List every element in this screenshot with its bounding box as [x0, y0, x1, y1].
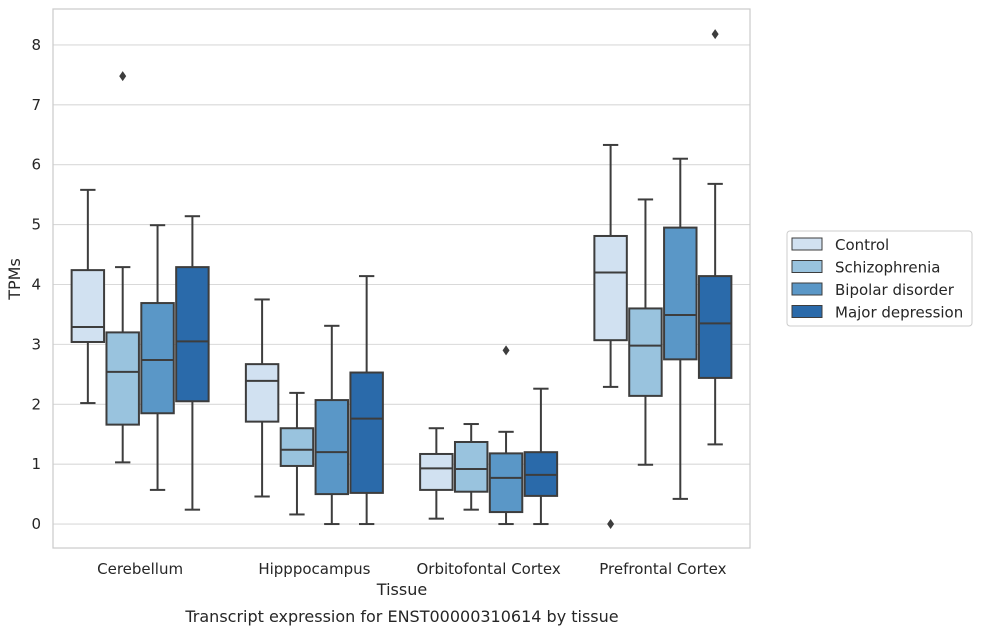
outlier-point — [502, 345, 510, 356]
x-axis-label: Tissue — [376, 580, 427, 599]
box-plot-element — [244, 298, 280, 498]
box-iqr — [349, 371, 384, 494]
x-tick-label: Hipppocampus — [258, 560, 370, 578]
box-plot-element — [314, 324, 350, 526]
box-iqr — [593, 234, 628, 342]
legend-swatch — [791, 305, 823, 318]
legend-label: Control — [835, 236, 889, 254]
legend-label: Bipolar disorder — [835, 281, 955, 299]
box-iqr — [105, 331, 140, 426]
y-tick-label: 8 — [31, 36, 41, 54]
box-plot-element — [140, 224, 175, 491]
legend-label: Major depression — [835, 304, 963, 322]
x-tick-label: Prefrontal Cortex — [599, 560, 726, 578]
y-tick-label: 6 — [31, 156, 41, 174]
box-plot-element — [349, 275, 384, 526]
x-tick-label: Orbitofontal Cortex — [417, 560, 561, 578]
box-plot-element — [175, 215, 210, 511]
box-iqr — [140, 302, 175, 415]
box-plot-element — [663, 157, 698, 500]
y-tick-label: 7 — [31, 96, 41, 114]
box-iqr — [244, 363, 280, 423]
box-plot-element — [279, 391, 315, 516]
y-axis-label: TPMs — [5, 258, 24, 301]
box-iqr — [453, 440, 489, 493]
box-iqr — [697, 275, 733, 379]
box-iqr — [70, 269, 106, 343]
y-tick-label: 3 — [31, 335, 41, 353]
box-iqr — [314, 399, 350, 496]
x-tick-labels: Cerebellum Hipppocampus Orbitofontal Corte… — [97, 560, 726, 578]
box-plot-element — [419, 427, 454, 520]
legend-swatch — [791, 237, 823, 251]
box-iqr — [628, 307, 663, 397]
plot-frame — [52, 8, 751, 549]
chart-caption: Transcript expression for ENST0000031061… — [184, 607, 618, 626]
box-plot-element — [593, 143, 628, 530]
box-series-group — [70, 29, 733, 530]
box-plot-element — [697, 29, 733, 446]
y-tick-label: 0 — [31, 515, 41, 533]
box-iqr — [663, 226, 698, 361]
legend-swatch — [791, 282, 823, 296]
y-tick-label: 1 — [31, 455, 41, 473]
box-plot-element — [523, 387, 559, 526]
legend-label: Schizophrenia — [835, 259, 940, 277]
legend-frame — [786, 230, 973, 327]
y-tick-label: 5 — [31, 216, 41, 234]
outlier-point — [119, 71, 127, 82]
box-plot-element — [453, 423, 489, 511]
y-tick-label: 4 — [31, 275, 41, 293]
box-iqr — [488, 452, 524, 514]
box-plot-element — [105, 71, 140, 464]
box-iqr — [419, 452, 454, 491]
outlier-point — [711, 29, 719, 40]
outlier-point — [607, 519, 615, 530]
legend-swatch — [791, 260, 823, 273]
x-tick-label: Cerebellum — [97, 560, 183, 578]
box-plot-element — [70, 188, 106, 405]
legend: Control Schizophrenia Bipolar disorder Majo… — [786, 230, 973, 327]
box-iqr — [279, 427, 315, 467]
box-plot-element — [628, 198, 663, 466]
y-tick-label: 2 — [31, 395, 41, 413]
y-tick-labels: 0 1 2 3 4 5 6 7 8 — [31, 36, 41, 533]
legend-items: Control Schizophrenia Bipolar disorder Majo… — [791, 236, 963, 322]
box-plot-element — [488, 345, 524, 526]
box-iqr — [175, 266, 210, 403]
